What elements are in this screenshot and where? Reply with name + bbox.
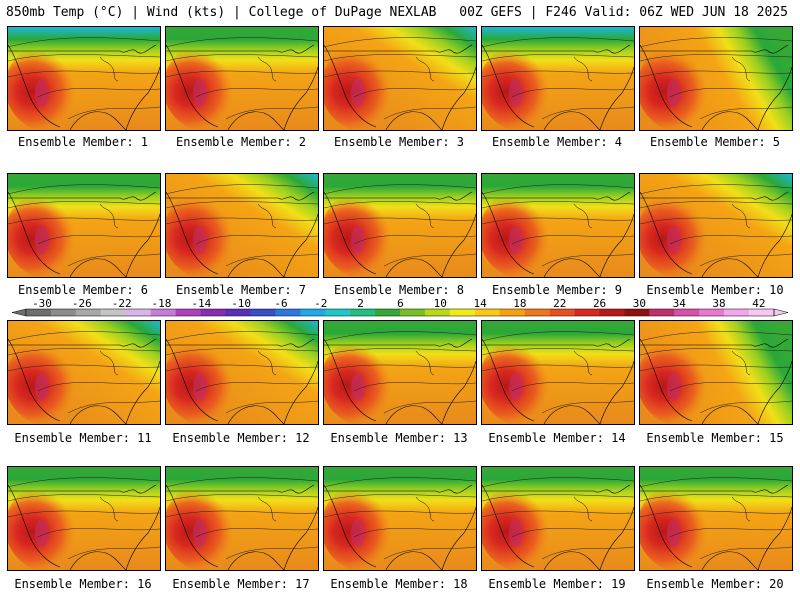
map-panel-member-14 bbox=[481, 320, 635, 425]
panel-label-member-10: Ensemble Member: 10 bbox=[646, 283, 784, 297]
colorbar-swatch bbox=[26, 309, 52, 316]
map-panel-member-17 bbox=[165, 466, 319, 571]
panel-label-member-11: Ensemble Member: 11 bbox=[14, 431, 152, 445]
panel-label-member-13: Ensemble Member: 13 bbox=[330, 431, 468, 445]
colorbar-swatch bbox=[325, 309, 351, 316]
colorbar-swatch bbox=[724, 309, 750, 316]
colorbar-swatch bbox=[175, 309, 201, 316]
colorbar-right-arrow bbox=[773, 308, 788, 317]
colorbar-tick-label: 30 bbox=[633, 298, 646, 310]
colorbar-tick-label: -18 bbox=[152, 298, 172, 310]
colorbar-tick-label: -26 bbox=[72, 298, 92, 310]
map-panel-member-19 bbox=[481, 466, 635, 571]
map-panel-member-16 bbox=[7, 466, 161, 571]
colorbar-swatch bbox=[499, 309, 525, 316]
colorbar-tick-label: 42 bbox=[752, 298, 765, 310]
colorbar-swatch bbox=[125, 309, 151, 316]
panel-label-member-5: Ensemble Member: 5 bbox=[649, 135, 781, 149]
colorbar-swatch bbox=[400, 309, 426, 316]
colorbar-swatch bbox=[599, 309, 625, 316]
panel-label-member-4: Ensemble Member: 4 bbox=[491, 135, 623, 149]
panel-label-member-14: Ensemble Member: 14 bbox=[488, 431, 626, 445]
colorbar-swatch bbox=[150, 309, 176, 316]
panel-label-member-8: Ensemble Member: 8 bbox=[333, 283, 465, 297]
colorbar-tick-label: 22 bbox=[553, 298, 566, 310]
panel-label-member-12: Ensemble Member: 12 bbox=[172, 431, 310, 445]
map-panel-member-3 bbox=[323, 26, 477, 131]
map-panel-member-7 bbox=[165, 173, 319, 278]
panel-label-member-16: Ensemble Member: 16 bbox=[14, 577, 152, 591]
map-panel-member-8 bbox=[323, 173, 477, 278]
map-panel-member-5 bbox=[639, 26, 793, 131]
colorbar-tick-label: 10 bbox=[434, 298, 447, 310]
colorbar-tick-label: -6 bbox=[274, 298, 287, 310]
colorbar-tick-label: -22 bbox=[112, 298, 132, 310]
colorbar-tick-label: 2 bbox=[357, 298, 364, 310]
panel-label-member-19: Ensemble Member: 19 bbox=[488, 577, 626, 591]
colorbar-tick-label: -30 bbox=[32, 298, 52, 310]
colorbar-swatch bbox=[624, 309, 650, 316]
panel-label-member-7: Ensemble Member: 7 bbox=[175, 283, 307, 297]
header-title-right: 00Z GEFS | F246 Valid: 06Z WED JUN 18 20… bbox=[459, 5, 788, 20]
colorbar-swatch bbox=[50, 309, 77, 316]
map-panel-member-6 bbox=[7, 173, 161, 278]
colorbar-swatch bbox=[225, 309, 251, 316]
map-panel-member-9 bbox=[481, 173, 635, 278]
panel-label-member-20: Ensemble Member: 20 bbox=[646, 577, 784, 591]
colorbar-swatch bbox=[674, 309, 700, 316]
map-panel-member-18 bbox=[323, 466, 477, 571]
header-title-left: 850mb Temp (°C) | Wind (kts) | College o… bbox=[6, 5, 437, 20]
panel-label-member-9: Ensemble Member: 9 bbox=[491, 283, 623, 297]
colorbar-swatch bbox=[350, 309, 376, 316]
colorbar-swatch bbox=[449, 309, 476, 316]
panel-label-member-15: Ensemble Member: 15 bbox=[646, 431, 784, 445]
panel-label-member-1: Ensemble Member: 1 bbox=[17, 135, 149, 149]
colorbar-swatch bbox=[424, 309, 451, 316]
panel-label-member-2: Ensemble Member: 2 bbox=[175, 135, 307, 149]
colorbar-swatch bbox=[375, 309, 401, 316]
colorbar-swatch bbox=[200, 309, 226, 316]
map-panel-member-15 bbox=[639, 320, 793, 425]
colorbar-swatch bbox=[524, 309, 550, 316]
colorbar-swatch bbox=[75, 309, 102, 316]
colorbar-tick-label: -10 bbox=[231, 298, 251, 310]
colorbar-swatch bbox=[649, 309, 675, 316]
map-panel-member-10 bbox=[639, 173, 793, 278]
colorbar-swatch bbox=[549, 309, 575, 316]
colorbar-tick-label: 18 bbox=[513, 298, 526, 310]
colorbar-swatch bbox=[749, 309, 775, 316]
map-panel-member-11 bbox=[7, 320, 161, 425]
colorbar-swatch bbox=[699, 309, 725, 316]
map-panel-member-4 bbox=[481, 26, 635, 131]
map-panel-member-13 bbox=[323, 320, 477, 425]
colorbar-tick-label: 26 bbox=[593, 298, 606, 310]
colorbar-tick-label: -2 bbox=[314, 298, 327, 310]
panel-label-member-6: Ensemble Member: 6 bbox=[17, 283, 149, 297]
map-panel-member-12 bbox=[165, 320, 319, 425]
colorbar-tick-label: 38 bbox=[712, 298, 725, 310]
colorbar-tick-label: -14 bbox=[191, 298, 211, 310]
temperature-colorbar: -30 -26 -22 -18 -14 -10 -6 -2 2 6 10 14 18 22 26 30 34 38… bbox=[12, 298, 788, 317]
colorbar-swatch bbox=[574, 309, 600, 316]
colorbar-tick-label: 6 bbox=[397, 298, 404, 310]
colorbar-swatch bbox=[250, 309, 276, 316]
colorbar-swatch bbox=[275, 309, 301, 316]
map-panel-member-2 bbox=[165, 26, 319, 131]
colorbar-tick-label: 34 bbox=[673, 298, 687, 310]
colorbar-swatch bbox=[100, 309, 127, 316]
panel-label-member-18: Ensemble Member: 18 bbox=[330, 577, 468, 591]
panel-label-member-17: Ensemble Member: 17 bbox=[172, 577, 310, 591]
map-panel-member-20 bbox=[639, 466, 793, 571]
colorbar-swatch bbox=[474, 309, 501, 316]
panel-label-member-3: Ensemble Member: 3 bbox=[333, 135, 465, 149]
map-panel-member-1 bbox=[7, 26, 161, 131]
colorbar-left-arrow bbox=[12, 308, 27, 317]
colorbar-swatch bbox=[300, 309, 326, 316]
colorbar-tick-label: 14 bbox=[473, 298, 487, 310]
